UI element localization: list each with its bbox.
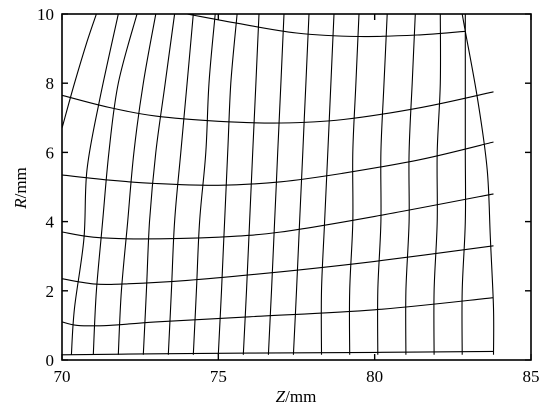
mesh-axial-line-2 <box>61 297 494 327</box>
mesh-axial-line-1 <box>61 350 494 356</box>
mesh-axial-line-6 <box>61 91 494 124</box>
mesh-axial-line-3 <box>61 245 494 285</box>
mesh-radial-line-13 <box>348 13 360 355</box>
mesh-axial-line-4 <box>61 193 494 240</box>
y-axis-label-unit: /mm <box>11 167 30 198</box>
mesh-radial-line-17 <box>461 14 467 355</box>
x-tick-label-75: 75 <box>210 367 227 386</box>
mesh-radial-line-11 <box>292 13 310 355</box>
mesh-radial-line-7 <box>192 13 216 355</box>
y-tick-label-10: 10 <box>37 5 54 24</box>
mesh-axial-line-7 <box>187 13 466 38</box>
x-axis-ticks: 70 75 80 85 <box>54 14 540 386</box>
mesh-radial-line-8 <box>217 13 238 355</box>
x-tick-label-85: 85 <box>523 367 540 386</box>
y-axis-label: R/mm <box>11 167 30 210</box>
mesh-radial-line-10 <box>267 13 285 355</box>
y-tick-label-0: 0 <box>46 351 55 370</box>
y-axis-ticks: 0 2 4 6 8 10 <box>37 5 531 370</box>
x-tick-label-70: 70 <box>54 367 71 386</box>
x-axis-label: Z/mm <box>276 387 317 404</box>
y-tick-label-6: 6 <box>46 143 55 162</box>
mesh-radial-line-14 <box>377 13 388 355</box>
x-tick-label-80: 80 <box>366 367 383 386</box>
mesh-radial-line-6 <box>167 13 194 355</box>
x-axis-label-var: Z <box>276 387 286 404</box>
y-tick-label-8: 8 <box>46 74 55 93</box>
mesh-axial-line-5 <box>61 141 494 186</box>
mesh-radial-line-5 <box>142 13 176 355</box>
mesh-radial-line-16 <box>433 13 442 355</box>
mesh-radial-line-3 <box>92 13 138 355</box>
mesh-radial-line-2 <box>70 13 119 355</box>
mesh-lines <box>61 13 495 356</box>
mesh-radial-line-1 <box>61 13 97 129</box>
mesh-radial-line-9 <box>242 13 260 355</box>
x-axis-label-unit: /mm <box>285 387 316 404</box>
y-tick-label-4: 4 <box>46 213 55 232</box>
plot-frame <box>61 13 532 361</box>
y-axis-label-var: R <box>11 198 30 210</box>
mesh-radial-line-15 <box>405 13 416 355</box>
mesh-radial-line-4 <box>117 13 157 355</box>
y-tick-label-2: 2 <box>46 282 55 301</box>
mesh-radial-line-12 <box>320 13 335 355</box>
mesh-radial-line-18 <box>461 13 495 355</box>
